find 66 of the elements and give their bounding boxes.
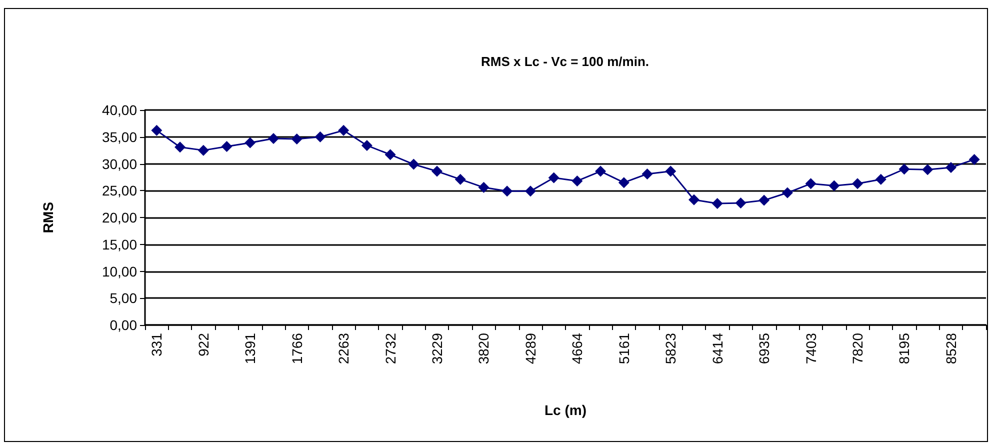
- x-tick-label: 3229: [429, 332, 446, 364]
- y-axis-title: RMS: [40, 202, 56, 234]
- y-tick-label: 5,00: [110, 290, 138, 306]
- point: [805, 178, 816, 190]
- y-tick-label: 20,00: [102, 210, 138, 226]
- x-tick-label: 1391: [242, 332, 258, 364]
- point: [454, 174, 466, 185]
- x-tick-label: 5161: [616, 332, 632, 364]
- y-tick-label: 15,00: [102, 236, 138, 252]
- point: [852, 178, 864, 190]
- x-tick-label: 331: [148, 332, 165, 356]
- point: [665, 166, 676, 177]
- y-tick-label: 10,00: [102, 263, 138, 280]
- x-tick-label: 2263: [336, 332, 352, 364]
- point: [151, 124, 162, 136]
- point: [524, 186, 536, 197]
- point: [408, 158, 420, 170]
- point: [384, 149, 396, 160]
- point: [945, 162, 956, 174]
- point: [361, 140, 372, 151]
- point: [478, 182, 490, 193]
- point: [268, 132, 279, 144]
- x-tick-label: 922: [195, 332, 212, 356]
- y-tick-label: 35,00: [102, 128, 138, 145]
- x-tick-label: 8528: [942, 332, 959, 364]
- y-tick-label: 25,00: [102, 182, 138, 199]
- point: [502, 186, 513, 197]
- x-tick-label: 8195: [896, 332, 912, 364]
- y-tick-label: 30,00: [102, 156, 138, 172]
- x-tick-label: 1766: [288, 332, 305, 364]
- x-tick-label: 5823: [662, 332, 679, 364]
- point: [291, 134, 302, 145]
- point: [548, 172, 560, 184]
- x-tick-label: 7820: [850, 332, 866, 364]
- x-tick-label: 3820: [476, 332, 492, 364]
- point: [688, 194, 700, 206]
- point: [922, 164, 934, 176]
- point: [595, 166, 606, 177]
- point: [712, 198, 723, 210]
- x-tick-label: 6414: [709, 332, 726, 364]
- point: [221, 141, 232, 152]
- x-tick-label: 7403: [802, 332, 819, 364]
- point: [618, 177, 630, 188]
- point: [828, 180, 840, 192]
- x-tick-label: 4664: [569, 332, 586, 364]
- point: [244, 137, 256, 148]
- point: [782, 187, 793, 198]
- point: [572, 175, 583, 186]
- point: [432, 166, 443, 177]
- x-tick-label: 6935: [756, 332, 772, 364]
- x-tick-label: 4289: [522, 332, 538, 364]
- point: [898, 164, 910, 175]
- point: [174, 142, 186, 153]
- x-tick-label: 2732: [382, 332, 398, 364]
- point: [968, 154, 980, 165]
- y-tick-label: 40,00: [102, 102, 138, 118]
- point: [198, 144, 209, 156]
- point: [338, 124, 350, 136]
- point: [758, 194, 770, 206]
- y-tick-label: 0,00: [110, 317, 138, 333]
- point: [314, 131, 326, 142]
- chart-title: RMS x Lc - Vc = 100 m/min.: [481, 54, 649, 69]
- x-axis-title: Lc (m): [544, 402, 586, 418]
- point: [735, 197, 746, 208]
- point: [642, 168, 653, 180]
- point: [875, 174, 886, 185]
